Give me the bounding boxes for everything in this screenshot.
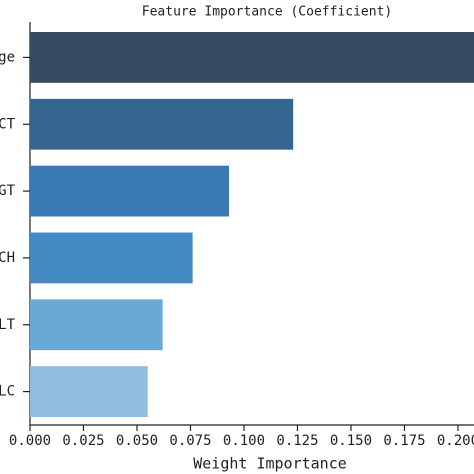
x-tick-label: 0.125 <box>276 433 318 449</box>
y-tick-label: ge <box>0 49 15 65</box>
bar <box>30 299 163 351</box>
x-tick-label: 0.100 <box>223 433 265 449</box>
bar <box>30 98 294 150</box>
bar <box>30 32 474 83</box>
y-tick-label: LT <box>0 317 16 333</box>
x-axis-label: Weight Importance <box>193 455 347 473</box>
x-tick-label: 0.000 <box>9 433 51 449</box>
bar <box>30 232 193 284</box>
y-tick-label: CH <box>0 250 15 266</box>
y-tick-label: CT <box>0 116 16 132</box>
y-tick-label: GT <box>0 183 16 199</box>
chart-title: Feature Importance (Coefficient) <box>142 5 392 20</box>
x-tick-label: 0.075 <box>169 433 211 449</box>
x-tick-label: 0.150 <box>330 433 372 449</box>
x-tick-label: 0.050 <box>116 433 158 449</box>
y-tick-label: LC <box>0 384 15 400</box>
x-tick-label: 0.175 <box>383 433 425 449</box>
x-tick-label: 0.025 <box>62 433 104 449</box>
bar <box>30 165 229 217</box>
x-tick-label: 0.200 <box>437 433 474 449</box>
bar <box>30 366 148 417</box>
